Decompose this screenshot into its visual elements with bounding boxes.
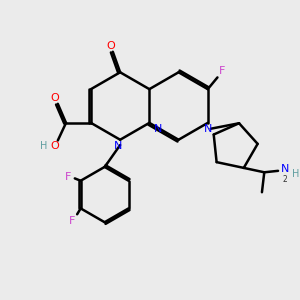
Text: N: N — [154, 124, 162, 134]
Text: O: O — [50, 93, 59, 103]
Text: N: N — [114, 141, 122, 151]
Text: F: F — [65, 172, 71, 182]
Text: F: F — [219, 66, 226, 76]
Text: O: O — [50, 141, 59, 151]
Text: F: F — [69, 216, 76, 226]
Text: 2: 2 — [282, 175, 287, 184]
Text: N: N — [280, 164, 289, 174]
Text: H: H — [292, 169, 300, 179]
Text: H: H — [40, 141, 48, 151]
Text: O: O — [106, 41, 115, 51]
Text: N: N — [204, 124, 212, 134]
